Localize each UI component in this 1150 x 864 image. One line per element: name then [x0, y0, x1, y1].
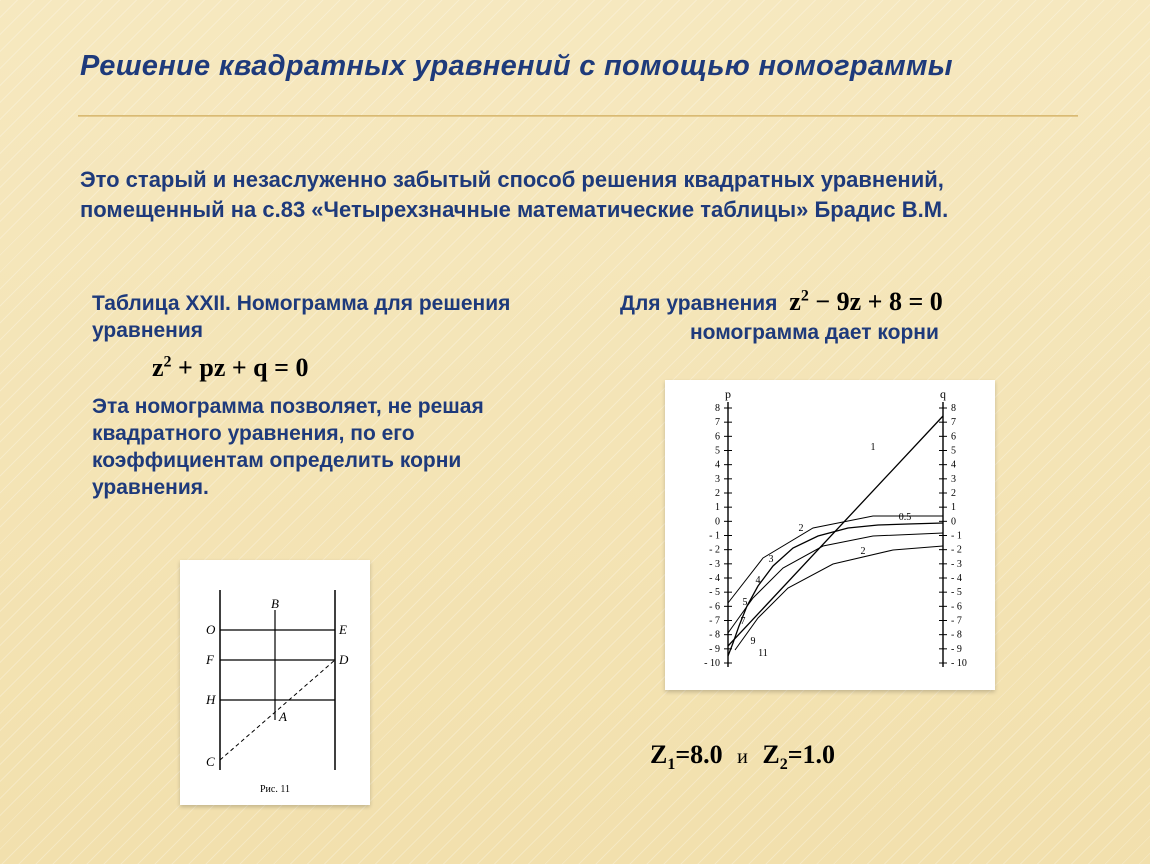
svg-text:2: 2: [715, 488, 720, 499]
svg-text:5: 5: [743, 597, 748, 608]
svg-text:- 3: - 3: [709, 559, 720, 570]
svg-text:C: C: [206, 754, 215, 769]
svg-text:6: 6: [715, 431, 720, 442]
svg-text:0.5: 0.5: [899, 512, 912, 523]
left-column: Таблица XXII. Номограмма для решения ура…: [92, 290, 562, 502]
svg-text:4: 4: [715, 460, 720, 471]
svg-text:- 6: - 6: [709, 601, 720, 612]
general-formula: z2 + pz + q = 0: [152, 353, 562, 383]
svg-text:- 1: - 1: [709, 531, 720, 542]
figure-left-svg: O B E F D H A C: [190, 570, 360, 780]
roots-result: Z1=8.0 и Z2=1.0: [650, 740, 835, 774]
svg-text:8: 8: [951, 403, 956, 414]
left-heading: Таблица XXII. Номограмма для решения ура…: [92, 290, 562, 345]
svg-text:5: 5: [951, 446, 956, 457]
svg-text:4: 4: [951, 460, 956, 471]
svg-text:1: 1: [951, 502, 956, 513]
svg-text:- 6: - 6: [951, 601, 962, 612]
svg-text:- 4: - 4: [709, 573, 720, 584]
svg-text:- 7: - 7: [951, 616, 962, 627]
svg-text:- 5: - 5: [709, 587, 720, 598]
svg-text:4: 4: [756, 575, 761, 586]
svg-text:7: 7: [741, 616, 746, 627]
svg-text:B: B: [271, 596, 279, 611]
right-head-post: номограмма дает корни: [690, 319, 939, 346]
svg-text:0: 0: [951, 516, 956, 527]
svg-text:- 9: - 9: [709, 644, 720, 655]
svg-text:5: 5: [715, 446, 720, 457]
example-formula: z2 − 9z + 8 = 0: [789, 285, 943, 319]
svg-text:- 10: - 10: [951, 658, 967, 669]
svg-text:O: O: [206, 622, 216, 637]
svg-text:- 10: - 10: [704, 658, 720, 669]
figure-right-svg: pq876543210- 1- 2- 3- 4- 5- 6- 7- 8- 9- …: [673, 388, 987, 682]
intro-text: Это старый и незаслуженно забытый способ…: [80, 165, 1080, 224]
svg-text:- 4: - 4: [951, 573, 962, 584]
slide-title: Решение квадратных уравнений с помощью н…: [80, 50, 1080, 83]
svg-text:2: 2: [861, 546, 866, 557]
svg-text:- 2: - 2: [709, 545, 720, 556]
svg-text:7: 7: [951, 417, 956, 428]
right-heading: Для уравнения z2 − 9z + 8 = 0 номограмма…: [620, 285, 1090, 346]
left-body: Эта номограмма позволяет, не решая квадр…: [92, 393, 562, 502]
figure-left-nomogram-schematic: O B E F D H A C Рис. 11: [180, 560, 370, 805]
svg-text:p: p: [725, 388, 731, 401]
right-column: Для уравнения z2 − 9z + 8 = 0 номограмма…: [620, 285, 1090, 346]
figure-right-nomogram: pq876543210- 1- 2- 3- 4- 5- 6- 7- 8- 9- …: [665, 380, 995, 690]
svg-text:8: 8: [715, 403, 720, 414]
svg-text:2: 2: [799, 523, 804, 534]
svg-text:- 2: - 2: [951, 545, 962, 556]
right-head-pre: Для уравнения: [620, 292, 777, 315]
svg-text:- 7: - 7: [709, 616, 720, 627]
svg-text:- 8: - 8: [709, 630, 720, 641]
svg-text:H: H: [205, 692, 216, 707]
svg-text:D: D: [338, 652, 349, 667]
svg-text:7: 7: [715, 417, 720, 428]
figure-left-caption: Рис. 11: [190, 784, 360, 795]
svg-text:3: 3: [769, 554, 774, 565]
svg-text:11: 11: [758, 648, 768, 659]
svg-text:E: E: [338, 622, 347, 637]
svg-text:3: 3: [951, 474, 956, 485]
svg-text:3: 3: [715, 474, 720, 485]
svg-text:- 5: - 5: [951, 587, 962, 598]
svg-text:q: q: [940, 388, 946, 401]
svg-text:1: 1: [871, 442, 876, 453]
svg-text:A: A: [278, 709, 287, 724]
svg-text:- 3: - 3: [951, 559, 962, 570]
svg-text:9: 9: [751, 636, 756, 647]
svg-text:- 8: - 8: [951, 630, 962, 641]
svg-text:6: 6: [951, 431, 956, 442]
svg-text:- 1: - 1: [951, 531, 962, 542]
svg-text:1: 1: [715, 502, 720, 513]
svg-text:0: 0: [715, 516, 720, 527]
svg-text:- 9: - 9: [951, 644, 962, 655]
svg-text:F: F: [205, 652, 215, 667]
svg-text:2: 2: [951, 488, 956, 499]
title-divider: [78, 115, 1078, 117]
